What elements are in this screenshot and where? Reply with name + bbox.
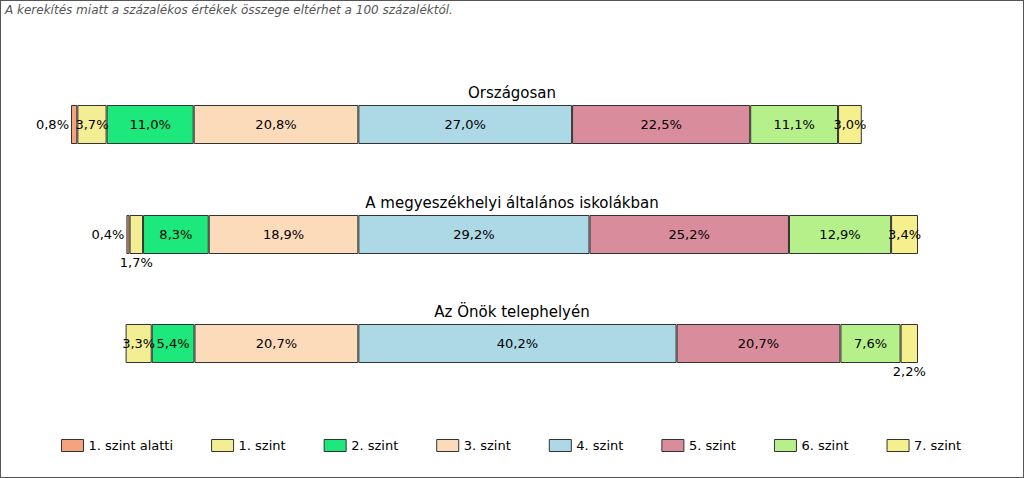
svg-text:5,4%: 5,4% bbox=[157, 336, 190, 351]
svg-text:11,1%: 11,1% bbox=[773, 117, 814, 132]
svg-text:25,2%: 25,2% bbox=[669, 227, 710, 242]
svg-text:3,0%: 3,0% bbox=[833, 117, 866, 132]
svg-text:7,6%: 7,6% bbox=[854, 336, 887, 351]
svg-text:5. szint: 5. szint bbox=[689, 438, 736, 453]
svg-text:11,0%: 11,0% bbox=[130, 117, 171, 132]
svg-text:3. szint: 3. szint bbox=[464, 438, 511, 453]
svg-text:0,4%: 0,4% bbox=[91, 227, 124, 242]
svg-text:20,8%: 20,8% bbox=[255, 117, 296, 132]
svg-text:3,7%: 3,7% bbox=[75, 117, 108, 132]
svg-text:Az Önök telephelyén: Az Önök telephelyén bbox=[434, 302, 589, 321]
svg-text:20,7%: 20,7% bbox=[256, 336, 297, 351]
svg-text:0,8%: 0,8% bbox=[36, 117, 69, 132]
svg-text:4. szint: 4. szint bbox=[576, 438, 623, 453]
svg-text:6. szint: 6. szint bbox=[801, 438, 848, 453]
svg-text:20,7%: 20,7% bbox=[738, 336, 779, 351]
svg-text:3,4%: 3,4% bbox=[888, 227, 921, 242]
svg-text:3,3%: 3,3% bbox=[122, 336, 155, 351]
svg-text:Országosan: Országosan bbox=[468, 84, 556, 102]
svg-text:12,9%: 12,9% bbox=[819, 227, 860, 242]
svg-text:8,3%: 8,3% bbox=[159, 227, 192, 242]
svg-text:40,2%: 40,2% bbox=[497, 336, 538, 351]
svg-text:A megyeszékhelyi általános isk: A megyeszékhelyi általános iskolákban bbox=[365, 194, 658, 212]
svg-text:29,2%: 29,2% bbox=[453, 227, 494, 242]
svg-text:A kerekítés miatt a százalékos: A kerekítés miatt a százalékos értékek ö… bbox=[4, 3, 453, 17]
svg-text:2. szint: 2. szint bbox=[351, 438, 398, 453]
svg-text:1. szint: 1. szint bbox=[239, 438, 286, 453]
svg-text:1,7%: 1,7% bbox=[120, 255, 153, 270]
svg-text:2,2%: 2,2% bbox=[893, 364, 926, 379]
svg-text:1. szint alatti: 1. szint alatti bbox=[89, 438, 174, 453]
svg-text:18,9%: 18,9% bbox=[263, 227, 304, 242]
svg-text:22,5%: 22,5% bbox=[640, 117, 681, 132]
svg-text:27,0%: 27,0% bbox=[445, 117, 486, 132]
svg-text:7. szint: 7. szint bbox=[914, 438, 961, 453]
